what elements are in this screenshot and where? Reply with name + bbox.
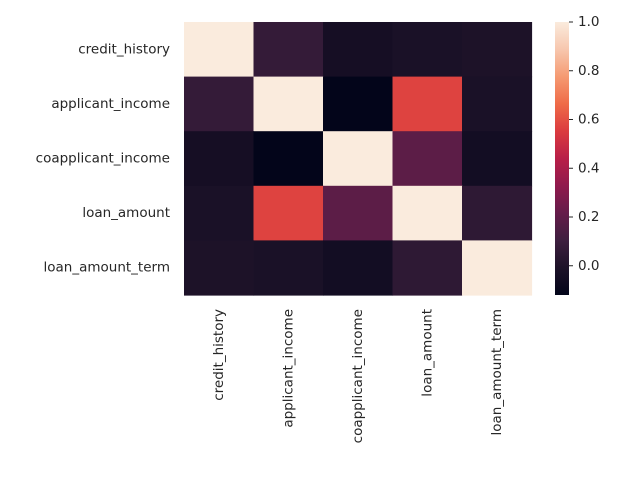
heatmap-cell-credit_history-credit_history	[184, 22, 255, 78]
heatmap-cell-loan_amount-coapplicant_income	[323, 185, 394, 241]
heatmap-cell-coapplicant_income-credit_history	[184, 131, 255, 187]
heatmap-cell-credit_history-applicant_income	[253, 22, 324, 78]
heatmap-cell-loan_amount_term-applicant_income	[253, 240, 324, 296]
colorbar-tick-label: 0.4	[578, 160, 599, 176]
x-tick-label-loan_amount: loan_amount	[419, 309, 435, 397]
x-tick-labels: credit_history applicant_income coapplican…	[211, 309, 505, 443]
y-tick-label-coapplicant_income: coapplicant_income	[36, 151, 170, 167]
y-tick-label-applicant_income: applicant_income	[51, 96, 170, 112]
y-tick-label-loan_amount_term: loan_amount_term	[44, 260, 171, 276]
colorbar-tick-label: 0.0	[578, 258, 599, 274]
colorbar-tick-label: 0.6	[578, 112, 599, 128]
y-tick-labels: credit_history applicant_income coapplican…	[36, 41, 170, 275]
x-tick-label-loan_amount_term: loan_amount_term	[489, 309, 505, 436]
heatmap-cell-applicant_income-credit_history	[184, 76, 255, 132]
y-tick-label-loan_amount: loan_amount	[82, 205, 170, 221]
x-tick-label-credit_history: credit_history	[211, 309, 227, 401]
heatmap-cell-coapplicant_income-applicant_income	[253, 131, 324, 187]
heatmap-cell-loan_amount_term-credit_history	[184, 240, 255, 296]
colorbar-tick-label: 0.2	[578, 209, 599, 225]
heatmap-cell-loan_amount-loan_amount_term	[462, 185, 533, 241]
heatmap-cell-coapplicant_income-loan_amount	[392, 131, 463, 187]
heatmap-cell-credit_history-loan_amount_term	[462, 22, 533, 78]
heatmap-cell-loan_amount_term-coapplicant_income	[323, 240, 394, 296]
heatmap-cell-applicant_income-loan_amount_term	[462, 76, 533, 132]
heatmap-cell-coapplicant_income-coapplicant_income	[323, 131, 394, 187]
colorbar-gradient	[555, 22, 569, 295]
heatmap-cell-loan_amount-loan_amount	[392, 185, 463, 241]
colorbar-tick-label: 0.8	[578, 63, 599, 79]
x-tick-label-applicant_income: applicant_income	[280, 309, 296, 428]
heatmap-cell-loan_amount-credit_history	[184, 185, 255, 241]
colorbar: 0.0 0.2 0.4 0.6 0.8 1.0	[555, 14, 599, 295]
heatmap-cell-applicant_income-coapplicant_income	[323, 76, 394, 132]
heatmap-cell-loan_amount-applicant_income	[253, 185, 324, 241]
heatmap-cell-applicant_income-applicant_income	[253, 76, 324, 132]
heatmap-cell-coapplicant_income-loan_amount_term	[462, 131, 533, 187]
colorbar-tick-label: 1.0	[578, 14, 599, 30]
heatmap-cells	[184, 22, 533, 296]
heatmap-cell-loan_amount_term-loan_amount_term	[462, 240, 533, 296]
heatmap-cell-loan_amount_term-loan_amount	[392, 240, 463, 296]
heatmap-cell-credit_history-loan_amount	[392, 22, 463, 78]
x-tick-label-coapplicant_income: coapplicant_income	[350, 309, 366, 443]
heatmap-cell-credit_history-coapplicant_income	[323, 22, 394, 78]
heatmap-cell-applicant_income-loan_amount	[392, 76, 463, 132]
y-tick-label-credit_history: credit_history	[78, 41, 170, 57]
